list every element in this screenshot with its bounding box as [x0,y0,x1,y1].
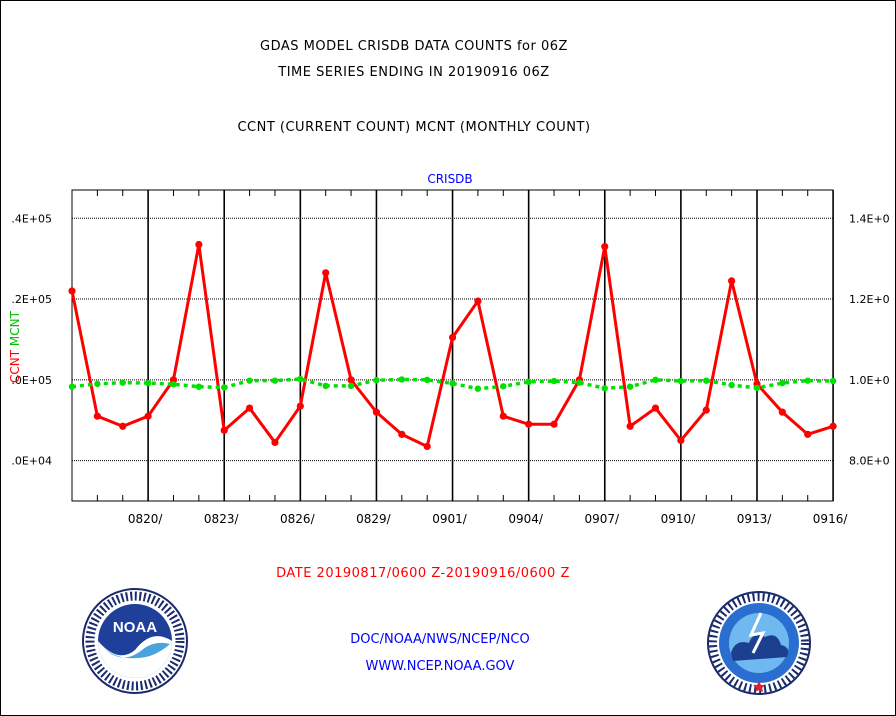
mcnt-point [703,377,710,384]
ccnt-point [423,442,431,451]
ccnt-point [195,240,203,249]
ccnt-point [347,376,355,384]
chart-title-line3: CCNT (CURRENT COUNT) MCNT (MONTHLY COUNT… [237,120,591,135]
mcnt-point [373,377,380,384]
ccnt-point [220,426,228,434]
panel-label: CRISDB [427,172,473,186]
mcnt-point [652,376,659,384]
x-tick-label: 0820/ [128,512,164,526]
ccnt-point [601,242,609,251]
national-weather-service-logo [707,591,811,695]
noaa-logo: NOAA [82,588,188,694]
ccnt-point [702,406,710,414]
ccnt-point [804,430,812,438]
y-right-tick-label: 1.2E+0 [849,293,890,306]
chart-title-line1: GDAS MODEL CRISDB DATA COUNTS for 06Z [260,39,568,54]
y-axis-label-part: CCNT [8,349,22,383]
mcnt-point [829,377,837,385]
mcnt-point [601,385,608,392]
mcnt-point [170,381,177,388]
mcnt-point [677,377,685,385]
y-left-tick-label: .0E+04 [11,455,52,468]
ccnt-point [93,412,101,420]
mcnt-point [347,382,355,390]
ccnt-point [829,422,837,430]
mcnt-point [423,376,431,384]
x-tick-label: 0916/ [813,512,849,526]
ccnt-point [778,408,786,416]
x-tick-label: 0904/ [508,512,544,526]
y-left-tick-label: .0E+05 [11,374,52,387]
mcnt-point [576,379,583,386]
mcnt-point [753,384,761,392]
ccnt-point [245,404,254,412]
chart-title-line2: TIME SERIES ENDING IN 20190916 06Z [278,65,550,80]
x-tick-label: 0901/ [432,512,468,526]
mcnt-point [94,380,101,388]
mcnt-point [68,383,76,390]
ccnt-point [626,422,634,430]
y-left-tick-label: .2E+05 [11,293,52,306]
x-tick-label: 0907/ [584,512,620,526]
ccnt-point [119,422,127,430]
ccnt-point [677,436,685,445]
y-right-tick-label: 1.0E+0 [849,374,890,387]
mcnt-point [322,382,329,390]
x-tick-label: 0826/ [280,512,316,526]
ccnt-point [499,412,507,420]
ccnt-point [398,430,406,438]
ccnt-point [296,402,304,410]
mcnt-point [246,377,253,384]
ccnt-point [651,404,660,412]
mcnt-point [779,379,786,387]
mcnt-point [297,375,304,383]
x-tick-label: 0823/ [204,512,240,526]
mcnt-point [119,379,126,386]
noaa-logo-text: NOAA [113,619,157,636]
mcnt-point [221,384,228,391]
ccnt-point [474,297,482,305]
x-tick-label: 0829/ [356,512,392,526]
ccnt-point [550,420,558,428]
mcnt-point [728,381,735,389]
ccnt-point [271,438,279,447]
y-axis-label: CCNT MCNT [8,310,22,383]
ccnt-point [525,420,533,428]
x-tick-label: 0913/ [737,512,773,526]
mcnt-point [449,380,456,387]
mcnt-point [195,383,203,390]
date-range-label: DATE 20190817/0600 Z-20190916/0600 Z [276,566,570,581]
ccnt-point [144,412,152,420]
x-tick-label: 0910/ [661,512,697,526]
ccnt-point [728,277,736,285]
mcnt-point [500,383,507,390]
ccnt-point [372,408,381,416]
mcnt-point [804,377,811,384]
credit-line2: WWW.NCEP.NOAA.GOV [365,659,515,674]
mcnt-point [550,377,558,385]
mcnt-point [626,383,634,390]
ccnt-point [448,333,457,342]
mcnt-point [474,385,482,392]
mcnt-point [144,379,152,387]
mcnt-point [398,376,406,383]
y-left-tick-label: .4E+05 [11,212,52,225]
y-right-tick-label: 1.4E+0 [849,212,890,225]
mcnt-point [525,378,532,386]
ccnt-point [322,269,330,277]
y-axis-label-part: MCNT [8,310,22,350]
ccnt-point [68,287,76,295]
y-right-tick-label: 8.0E+0 [849,455,890,468]
credit-line1: DOC/NOAA/NWS/NCEP/NCO [350,632,530,647]
mcnt-point [271,377,279,384]
